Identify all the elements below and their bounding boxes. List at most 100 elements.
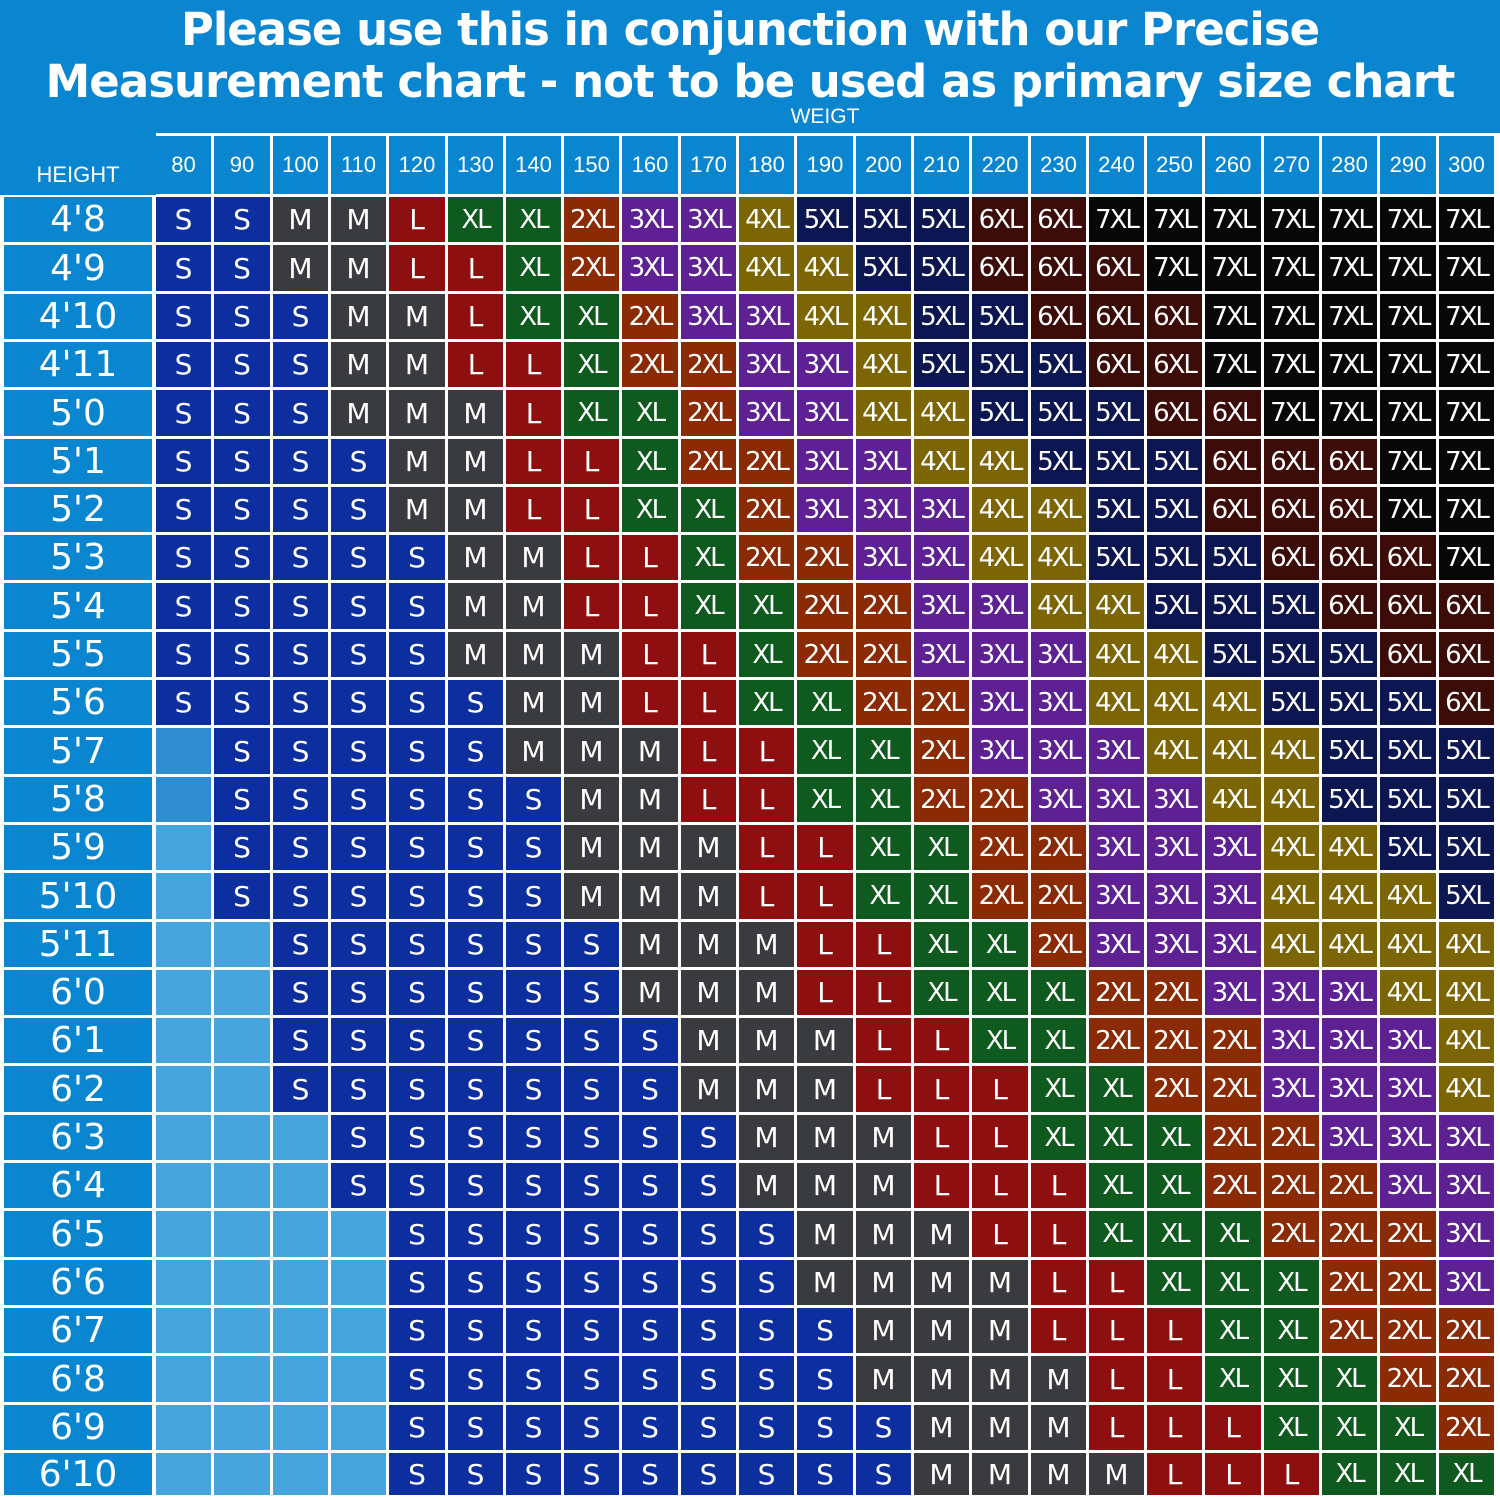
size-cell: M [389, 294, 445, 339]
size-cell: 5XL [914, 245, 969, 291]
size-cell: M [856, 1356, 911, 1402]
empty-cell [156, 1115, 211, 1160]
size-cell: L [972, 1163, 1028, 1208]
size-cell: M [681, 873, 736, 919]
size-cell: M [739, 1066, 794, 1112]
size-cell: XL [914, 825, 969, 870]
size-cell: L [972, 1211, 1028, 1257]
weight-header-210: 210 [914, 136, 969, 194]
size-cell: 7XL [1322, 245, 1377, 291]
size-cell: S [506, 1018, 561, 1063]
size-cell: 7XL [1439, 535, 1494, 580]
size-cell: M [797, 1163, 853, 1208]
size-cell: 5XL [914, 294, 969, 339]
size-cell: M [273, 245, 328, 291]
size-cell: 6XL [1089, 294, 1144, 339]
chart-title-line-1: Please use this in conjunction with our … [180, 3, 1320, 56]
size-cell: 5XL [856, 197, 911, 242]
size-cell: 6XL [1205, 390, 1261, 436]
size-cell: 5XL [856, 245, 911, 291]
empty-cell [156, 1453, 211, 1495]
size-cell: 3XL [797, 390, 853, 436]
size-cell: S [797, 1405, 853, 1450]
size-cell: 7XL [1380, 197, 1436, 242]
size-cell: M [331, 342, 386, 387]
empty-cell [273, 1453, 328, 1495]
size-cell: 2XL [972, 777, 1028, 822]
size-cell: 6XL [1031, 245, 1086, 291]
empty-cell [331, 1260, 386, 1305]
size-cell: XL [622, 439, 678, 484]
empty-cell [156, 1211, 211, 1257]
weight-header-80: 80 [156, 136, 211, 194]
size-cell: 6XL [972, 245, 1028, 291]
size-cell: S [506, 1163, 561, 1208]
title-banner [0, 0, 1500, 133]
size-cell: L [564, 439, 619, 484]
size-cell: S [681, 1356, 736, 1402]
size-cell: XL [681, 487, 736, 532]
size-cell: S [448, 1066, 503, 1112]
size-cell: S [389, 1066, 445, 1112]
size-cell: 7XL [1439, 487, 1494, 532]
empty-cell [214, 922, 270, 967]
size-cell: S [797, 1356, 853, 1402]
size-cell: L [972, 1066, 1028, 1112]
size-cell: M [797, 1115, 853, 1160]
size-cell: 2XL [681, 390, 736, 436]
size-cell: L [856, 1018, 911, 1063]
height-label-cell: 6'3 [4, 1115, 152, 1160]
size-cell: 3XL [1322, 1066, 1377, 1112]
size-cell: 3XL [914, 535, 969, 580]
size-cell: L [681, 777, 736, 822]
size-cell: S [273, 535, 328, 580]
height-label-cell: 6'2 [4, 1066, 152, 1112]
size-cell: 3XL [1439, 1211, 1494, 1257]
size-cell: 2XL [1439, 1405, 1494, 1450]
size-cell: 2XL [1147, 970, 1202, 1015]
size-cell: 2XL [1322, 1260, 1377, 1305]
size-cell: L [856, 1066, 911, 1112]
size-cell: 2XL [1031, 922, 1086, 967]
size-cell: S [331, 583, 386, 629]
size-cell: 5XL [1089, 439, 1144, 484]
size-cell: 7XL [1147, 245, 1202, 291]
size-cell: M [914, 1405, 969, 1450]
size-cell: 6XL [1439, 632, 1494, 677]
size-cell: 3XL [1089, 728, 1144, 774]
height-label-cell: 5'7 [4, 728, 152, 774]
size-cell: S [622, 1405, 678, 1450]
size-cell: 4XL [1380, 970, 1436, 1015]
size-cell: S [156, 342, 211, 387]
size-cell: S [389, 728, 445, 774]
empty-cell [156, 1018, 211, 1063]
size-cell: M [797, 1260, 853, 1305]
size-cell: XL [1322, 1405, 1377, 1450]
size-cell: 2XL [1380, 1260, 1436, 1305]
size-cell: L [739, 777, 794, 822]
empty-cell [156, 728, 211, 774]
size-cell: M [622, 873, 678, 919]
size-cell: 7XL [1147, 197, 1202, 242]
size-cell: 5XL [1439, 728, 1494, 774]
empty-cell [331, 1453, 386, 1495]
size-cell: M [914, 1308, 969, 1353]
size-cell: 5XL [1147, 439, 1202, 484]
weight-header-110: 110 [331, 136, 386, 194]
size-cell: 4XL [1439, 1018, 1494, 1063]
size-cell: 6XL [1322, 439, 1377, 484]
size-cell: M [389, 342, 445, 387]
size-cell: 6XL [1439, 583, 1494, 629]
size-cell: S [214, 294, 270, 339]
weight-header-130: 130 [448, 136, 503, 194]
size-cell: XL [739, 632, 794, 677]
size-cell: S [448, 1260, 503, 1305]
size-cell: S [273, 342, 328, 387]
size-cell: 6XL [1380, 632, 1436, 677]
height-label-cell: 6'0 [4, 970, 152, 1015]
size-cell: 3XL [681, 197, 736, 242]
size-cell: XL [797, 680, 853, 725]
size-cell: XL [797, 728, 853, 774]
height-label-cell: 5'10 [4, 873, 152, 919]
size-cell: L [1205, 1453, 1261, 1495]
